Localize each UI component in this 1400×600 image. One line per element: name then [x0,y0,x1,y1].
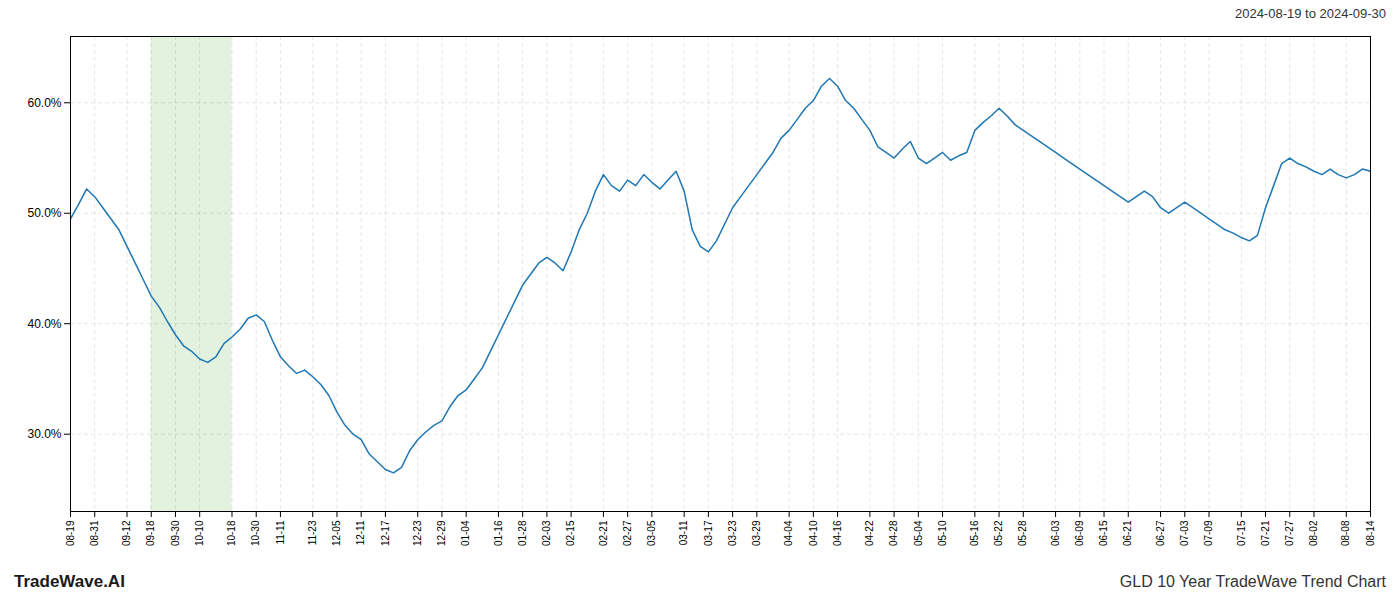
svg-text:07-09: 07-09 [1203,520,1214,546]
svg-text:30.0%: 30.0% [27,427,61,441]
svg-text:01-28: 01-28 [517,520,528,546]
svg-text:04-28: 04-28 [888,520,899,546]
svg-text:50.0%: 50.0% [27,206,61,220]
svg-text:03-05: 03-05 [646,520,657,546]
svg-text:07-27: 07-27 [1284,520,1295,546]
svg-text:08-31: 08-31 [89,520,100,546]
svg-text:04-16: 04-16 [832,520,843,546]
svg-text:08-08: 08-08 [1340,520,1351,546]
svg-text:09-18: 09-18 [145,520,156,546]
svg-text:12-11: 12-11 [355,520,366,545]
svg-text:02-03: 02-03 [541,520,552,546]
svg-text:02-15: 02-15 [565,520,576,546]
svg-text:10-30: 10-30 [250,520,261,546]
svg-text:08-14: 08-14 [1365,520,1376,546]
svg-text:02-21: 02-21 [598,520,609,546]
svg-text:12-17: 12-17 [380,520,391,546]
svg-text:03-11: 03-11 [678,520,689,545]
html-text:2024-08-19 to 2024-09-30: 2024-08-19 to 2024-09-30 [1234,5,1386,21]
svg-text:10-10: 10-10 [194,520,205,546]
svg-text:05-04: 05-04 [913,520,924,546]
svg-text:06-03: 06-03 [1050,520,1061,546]
svg-text:04-04: 04-04 [783,520,794,546]
svg-text:11-23: 11-23 [307,520,318,545]
svg-text:10-18: 10-18 [226,520,237,546]
svg-text:05-10: 05-10 [937,520,948,546]
svg-text:03-17: 03-17 [703,520,714,546]
svg-text:04-10: 04-10 [808,520,819,546]
svg-text:07-03: 07-03 [1179,520,1190,546]
svg-text:05-28: 05-28 [1017,520,1028,546]
svg-text:06-09: 06-09 [1074,520,1085,546]
svg-text:06-27: 06-27 [1155,520,1166,546]
html-text:GLD 10 Year TradeWave Trend Ch: GLD 10 Year TradeWave Trend Chart [1119,573,1386,590]
svg-text:01-16: 01-16 [493,520,504,546]
svg-text:12-29: 12-29 [436,520,447,546]
svg-text:05-22: 05-22 [993,520,1004,546]
svg-text:08-02: 08-02 [1308,520,1319,546]
svg-text:07-15: 07-15 [1236,520,1247,546]
svg-text:09-12: 09-12 [121,520,132,546]
svg-text:07-21: 07-21 [1260,520,1271,546]
svg-text:01-04: 01-04 [460,520,471,546]
svg-text:02-27: 02-27 [622,520,633,546]
svg-text:11-11: 11-11 [275,520,286,545]
html-text:TradeWave.AI: TradeWave.AI [14,572,125,591]
svg-text:06-15: 06-15 [1098,520,1109,546]
svg-text:60.0%: 60.0% [27,96,61,110]
svg-text:09-30: 09-30 [170,520,181,546]
svg-text:40.0%: 40.0% [27,317,61,331]
svg-text:08-19: 08-19 [65,520,76,546]
svg-text:12-23: 12-23 [412,520,423,546]
svg-text:12-05: 12-05 [331,520,342,546]
svg-text:03-23: 03-23 [727,520,738,546]
svg-text:04-22: 04-22 [864,520,875,546]
svg-text:06-21: 06-21 [1122,520,1133,546]
svg-text:03-29: 03-29 [751,520,762,546]
svg-text:05-16: 05-16 [969,520,980,546]
